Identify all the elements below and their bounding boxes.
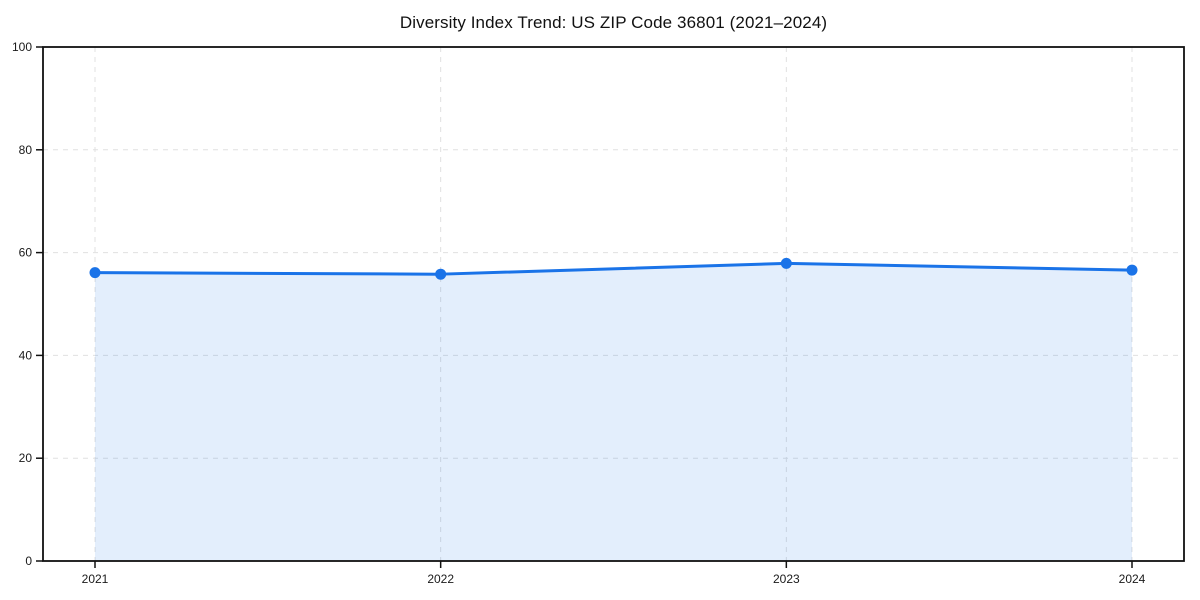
x-tick-label: 2024 bbox=[1119, 572, 1146, 586]
chart-title: Diversity Index Trend: US ZIP Code 36801… bbox=[399, 13, 828, 32]
y-tick-label: 80 bbox=[19, 143, 33, 157]
x-tick-label: 2022 bbox=[427, 572, 454, 586]
y-tick-label: 20 bbox=[19, 451, 33, 465]
x-tick-label: 2023 bbox=[773, 572, 800, 586]
y-tick-label: 40 bbox=[19, 348, 33, 362]
data-point bbox=[89, 267, 101, 279]
y-tick-label: 60 bbox=[19, 246, 33, 260]
y-tick-label: 100 bbox=[12, 40, 32, 54]
data-point bbox=[780, 257, 792, 269]
x-tick-label: 2021 bbox=[82, 572, 109, 586]
data-point bbox=[435, 268, 447, 280]
y-tick-label: 0 bbox=[25, 554, 32, 568]
area-fill bbox=[95, 263, 1132, 561]
plot-border bbox=[42, 46, 1185, 562]
trend-line bbox=[93, 261, 1134, 276]
data-point bbox=[1126, 264, 1138, 276]
